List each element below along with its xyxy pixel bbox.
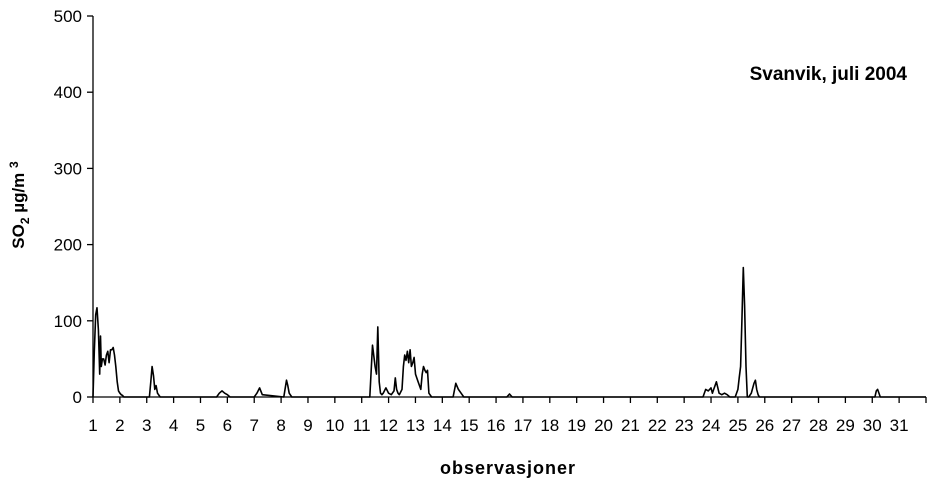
x-tick-label: 4	[169, 416, 178, 435]
x-axis-title: observasjoner	[440, 458, 576, 478]
y-axis-title-subscript: 2	[18, 217, 32, 224]
x-tick-label: 2	[115, 416, 124, 435]
x-axis: 1 2 3 4 5 6 7 8 9 10 11 12 13 14 15 16 17 18 19 20 21 22 23 24 2…	[88, 396, 927, 435]
y-axis-title-unit: µg/m	[9, 168, 28, 217]
x-tick-label: 16	[487, 416, 506, 435]
x-tick-label: 5	[196, 416, 205, 435]
x-tick-label: 31	[890, 416, 909, 435]
x-tick-label: 28	[809, 416, 828, 435]
x-tick-label: 7	[249, 416, 258, 435]
series-layer	[92, 266, 926, 398]
x-tick-label: 15	[460, 416, 479, 435]
y-tick-label: 300	[54, 159, 82, 178]
chart-title: Svanvik, juli 2004	[750, 64, 908, 85]
y-tick-label: 0	[73, 388, 82, 407]
x-tick-label: 20	[594, 416, 613, 435]
x-tick-label: 17	[513, 416, 532, 435]
x-tick-label: 22	[648, 416, 667, 435]
x-tick-label: 9	[303, 416, 312, 435]
y-axis: 0 100 200 300 400 500	[54, 7, 94, 407]
y-tick-label: 200	[54, 236, 82, 255]
x-tick-label: 26	[755, 416, 774, 435]
x-tick-label: 12	[379, 416, 398, 435]
x-tick-label: 1	[88, 416, 97, 435]
x-tick-label: 25	[728, 416, 747, 435]
x-tick-label: 21	[621, 416, 640, 435]
x-tick-label: 27	[782, 416, 801, 435]
y-tick-label: 100	[54, 312, 82, 331]
x-tick-label: 8	[276, 416, 285, 435]
x-tick-label: 11	[353, 416, 371, 435]
x-tick-label: 29	[836, 416, 855, 435]
y-tick-label: 400	[54, 83, 82, 102]
x-tick-label: 19	[567, 416, 586, 435]
x-tick-label: 18	[540, 416, 559, 435]
x-tick-label: 10	[325, 416, 344, 435]
x-tick-label: 3	[142, 416, 151, 435]
x-tick-label: 24	[702, 416, 721, 435]
x-tick-label: 30	[863, 416, 882, 435]
y-axis-title-main: SO	[9, 224, 28, 249]
y-axis-title: SO2 µg/m 3	[7, 161, 32, 249]
x-tick-label: 6	[223, 416, 232, 435]
series-line	[92, 266, 926, 398]
x-tick-label: 23	[675, 416, 694, 435]
x-tick-label: 13	[406, 416, 425, 435]
x-tick-label: 14	[433, 416, 452, 435]
y-axis-title-superscript: 3	[7, 161, 21, 168]
y-tick-label: 500	[54, 7, 82, 26]
